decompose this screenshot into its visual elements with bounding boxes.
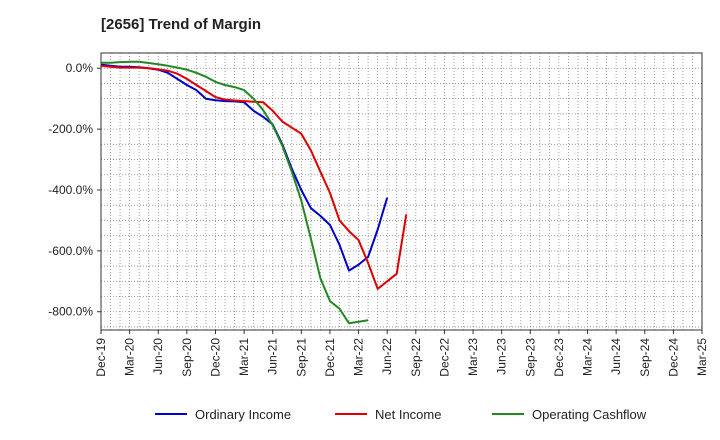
y-tick-label: -800.0% [48, 305, 93, 319]
y-tick-label: -400.0% [48, 183, 93, 197]
x-tick-label: Sep-20 [180, 338, 194, 377]
x-tick-label: Dec-23 [552, 338, 566, 377]
x-tick-label: Mar-22 [352, 338, 366, 376]
x-tick-label: Jun-23 [495, 338, 509, 375]
x-tick-label: Jun-24 [609, 338, 623, 375]
x-tick-label: Dec-20 [208, 338, 222, 377]
x-tick-label: Sep-22 [409, 338, 423, 377]
chart-title: [2656] Trend of Margin [101, 16, 262, 33]
legend-label: Net Income [375, 407, 441, 422]
series-line-net-income [100, 64, 408, 290]
x-tick-label: Sep-21 [294, 338, 308, 377]
x-tick-label: Dec-21 [323, 338, 337, 377]
plot-frame [100, 52, 703, 331]
legend-label: Operating Cashflow [532, 407, 647, 422]
x-tick-label: Dec-19 [94, 338, 108, 377]
x-tick-label: Sep-24 [638, 338, 652, 377]
y-tick-label: -200.0% [48, 122, 93, 136]
y-tick-label: -600.0% [48, 244, 93, 258]
x-tick-label: Dec-22 [437, 338, 451, 377]
x-tick-label: Jun-20 [151, 338, 165, 375]
x-tick-label: Mar-21 [237, 338, 251, 376]
series-line-operating-cashflow [101, 60, 369, 325]
x-tick-label: Mar-24 [581, 338, 595, 376]
plot-area [101, 53, 702, 330]
x-tick-label: Dec-24 [666, 338, 680, 377]
y-tick-label: 0.0% [66, 61, 94, 75]
x-tick-label: Mar-20 [123, 338, 137, 376]
x-tick-label: Jun-21 [266, 338, 280, 375]
legend-label: Ordinary Income [195, 407, 291, 422]
x-tick-label: Mar-23 [466, 338, 480, 376]
x-tick-label: Jun-22 [380, 338, 394, 375]
x-tick-label: Mar-25 [695, 338, 709, 376]
x-tick-label: Sep-23 [523, 338, 537, 377]
